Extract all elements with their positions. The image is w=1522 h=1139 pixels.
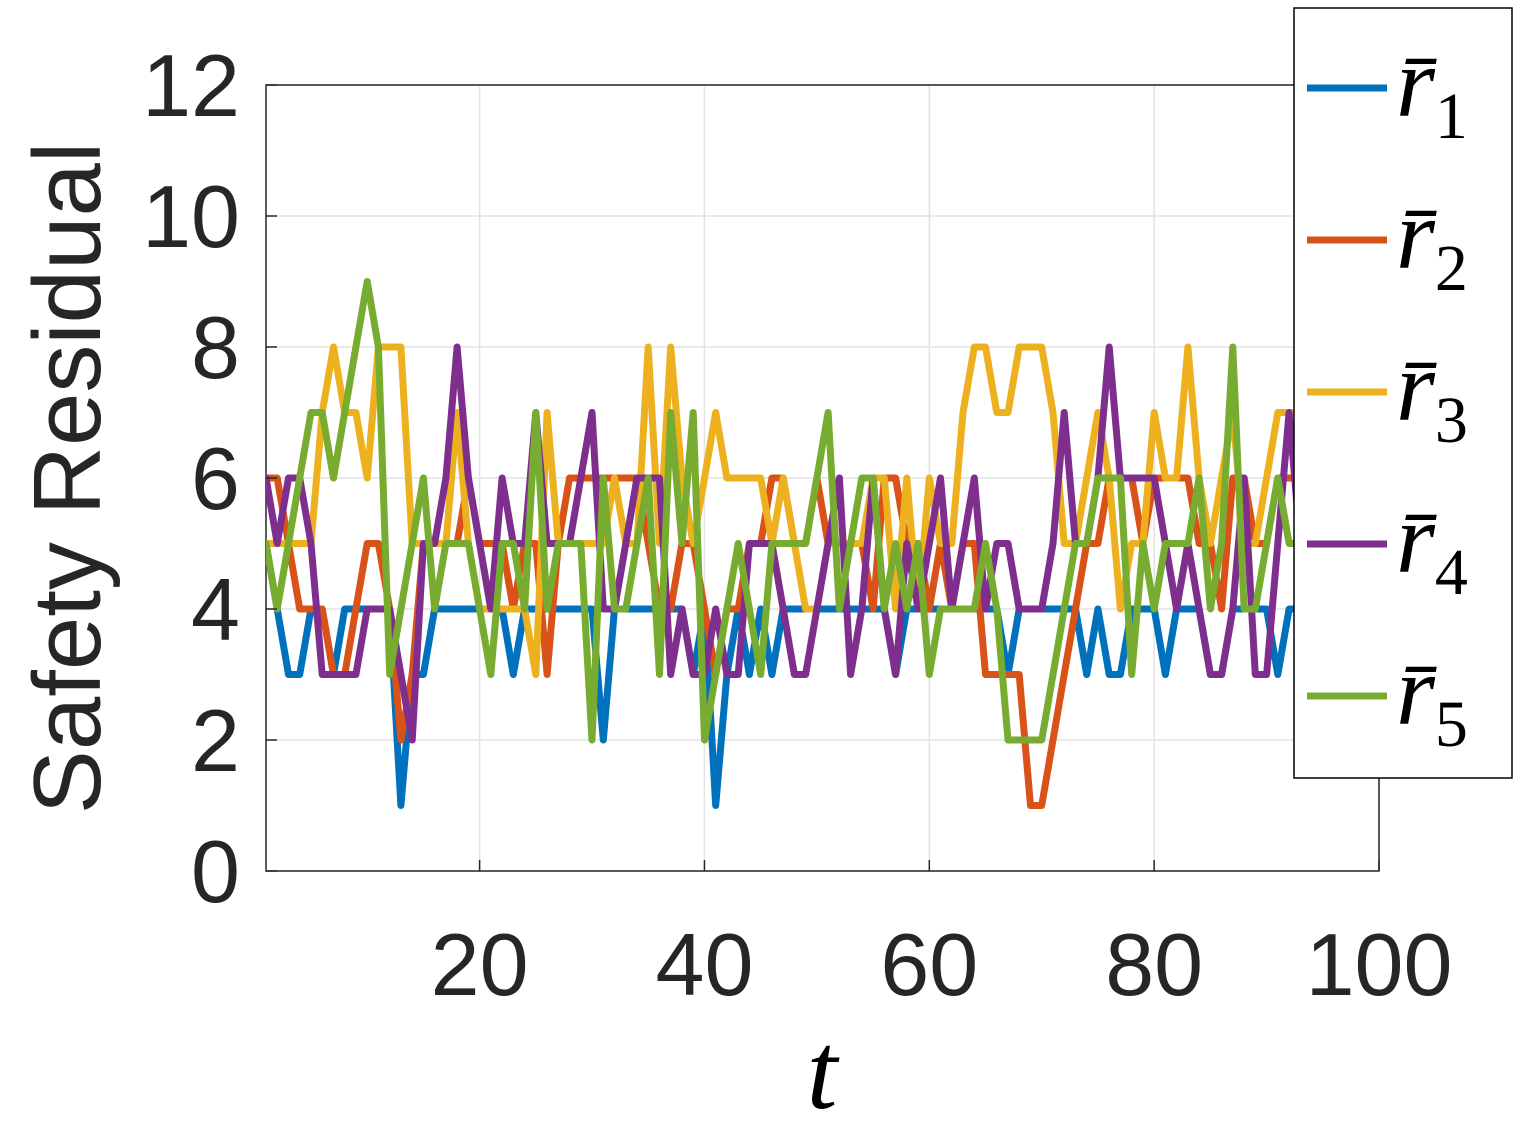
x-tick-labels: 20 40 60 80 100 bbox=[431, 860, 1453, 1014]
y-tick-label: 0 bbox=[191, 822, 240, 921]
x-tick-label: 100 bbox=[1306, 915, 1453, 1014]
y-tick-label: 10 bbox=[142, 167, 240, 266]
legend-entry-subscript: 3 bbox=[1435, 384, 1468, 457]
y-tick-label: 8 bbox=[191, 298, 240, 397]
x-axis-label: t bbox=[807, 1010, 840, 1132]
legend-entry-1: r̄1 bbox=[1396, 27, 1468, 153]
series-line-5 bbox=[266, 278, 1379, 744]
legend-entry-subscript: 1 bbox=[1435, 80, 1468, 153]
y-tick-label: 6 bbox=[191, 429, 240, 528]
series-layer bbox=[266, 278, 1379, 809]
legend-entry-3: r̄3 bbox=[1396, 331, 1468, 457]
legend: r̄1r̄2r̄3r̄4r̄5 bbox=[1293, 7, 1513, 779]
x-tick-label: 40 bbox=[656, 915, 754, 1014]
x-tick-label: 80 bbox=[1105, 915, 1203, 1014]
x-tick-label: 20 bbox=[431, 915, 529, 1014]
x-tick-label: 60 bbox=[880, 915, 978, 1014]
legend-entry-name: r̄ bbox=[1396, 483, 1438, 594]
legend-entry-4: r̄4 bbox=[1396, 483, 1468, 609]
series-line-4 bbox=[266, 343, 1379, 744]
legend-entry-subscript: 5 bbox=[1435, 688, 1468, 761]
legend-entry-5: r̄5 bbox=[1396, 635, 1468, 761]
legend-entry-subscript: 2 bbox=[1435, 232, 1468, 305]
y-tick-label: 12 bbox=[142, 36, 240, 135]
legend-entry-name: r̄ bbox=[1396, 331, 1438, 442]
y-tick-label: 2 bbox=[191, 691, 240, 790]
legend-entry-subscript: 4 bbox=[1435, 536, 1468, 609]
legend-entry-name: r̄ bbox=[1396, 635, 1438, 746]
y-tick-label: 4 bbox=[191, 560, 240, 659]
legend-entry-2: r̄2 bbox=[1396, 179, 1468, 305]
y-tick-labels: 0 2 4 6 8 10 12 bbox=[142, 36, 277, 921]
legend-entry-name: r̄ bbox=[1396, 27, 1438, 138]
y-axis-label: Safety Residual bbox=[14, 142, 121, 814]
series-line-1 bbox=[266, 540, 1379, 809]
legend-entry-name: r̄ bbox=[1396, 179, 1438, 290]
